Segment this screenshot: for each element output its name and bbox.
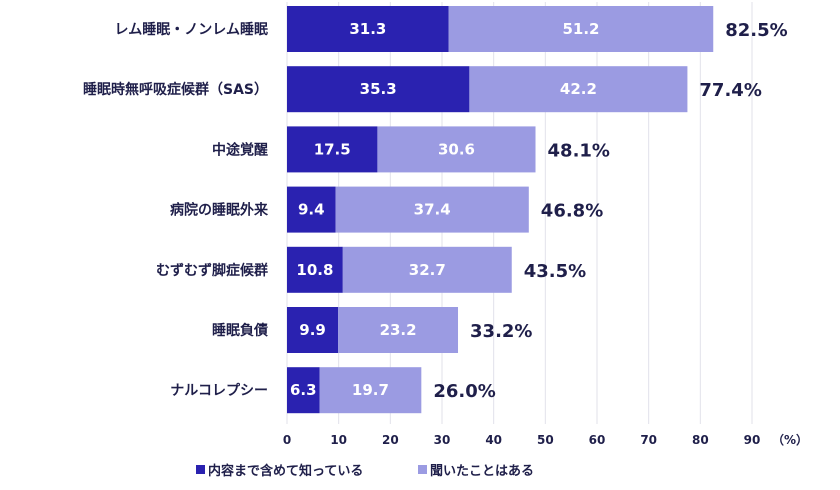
total-label: 77.4% xyxy=(699,80,761,101)
data-label: 42.2 xyxy=(560,80,597,98)
x-tick-label: 60 xyxy=(589,433,606,447)
total-label: 33.2% xyxy=(470,321,532,342)
total-label: 43.5% xyxy=(524,261,586,282)
bar-segment-series-1 xyxy=(287,186,336,233)
category-label: 病院の睡眠外来 xyxy=(170,202,269,219)
data-label: 19.7 xyxy=(352,381,389,399)
x-tick-label: 80 xyxy=(692,433,709,447)
category-label: レム睡眠・ノンレム睡眠 xyxy=(115,22,268,38)
x-axis-unit: （%） xyxy=(772,432,808,447)
bar-segment-series-1 xyxy=(287,307,339,353)
x-axis: 0 10 20 30 40 50 60 70 80 90 xyxy=(283,433,761,447)
bar-segment-series-2 xyxy=(469,66,688,113)
bar-segment-series-1 xyxy=(287,6,449,52)
category-label: 睡眠負債 xyxy=(212,322,268,339)
x-tick-label: 70 xyxy=(640,433,657,447)
bars: レム睡眠・ノンレム睡眠 31.3 51.2 82.5% 睡眠時無呼吸症候群（SAS） 35… xyxy=(83,6,788,414)
bar-segment-series-2 xyxy=(377,126,536,173)
data-label: 9.4 xyxy=(298,201,325,219)
category-label: 中途覚醒 xyxy=(212,141,268,158)
x-tick-label: 90 xyxy=(744,433,761,447)
legend-label-series-2: 聞いたことはある xyxy=(430,464,534,479)
total-label: 82.5% xyxy=(725,20,787,41)
x-tick-label: 0 xyxy=(283,433,291,447)
total-label: 26.0% xyxy=(433,381,495,402)
data-label: 6.3 xyxy=(290,381,317,399)
data-label: 10.8 xyxy=(296,261,333,279)
legend-swatch-series-1 xyxy=(196,465,205,474)
x-tick-label: 20 xyxy=(382,433,399,447)
data-label: 37.4 xyxy=(414,201,451,219)
bar-segment-series-1 xyxy=(287,126,378,173)
category-label: 睡眠時無呼吸症候群（SAS） xyxy=(83,81,268,98)
data-label: 51.2 xyxy=(562,20,599,38)
bar-segment-series-2 xyxy=(342,246,512,293)
data-label: 35.3 xyxy=(360,80,397,98)
data-label: 17.5 xyxy=(314,140,351,158)
x-tick-label: 50 xyxy=(537,433,554,447)
bar-segment-series-1 xyxy=(287,246,343,293)
legend-label-series-1: 内容まで含めて知っている xyxy=(208,463,363,479)
bar-segment-series-2 xyxy=(335,186,529,233)
x-tick-label: 40 xyxy=(485,433,502,447)
data-label: 30.6 xyxy=(438,140,475,158)
category-label: ナルコレプシー xyxy=(170,383,268,399)
x-tick-label: 30 xyxy=(434,433,451,447)
bar-segment-series-2 xyxy=(448,6,714,52)
legend-swatch-series-2 xyxy=(418,465,427,474)
data-label: 23.2 xyxy=(380,321,417,339)
x-tick-label: 10 xyxy=(330,433,347,447)
data-label: 31.3 xyxy=(349,20,386,38)
data-label: 32.7 xyxy=(409,261,446,279)
category-label: むずむず脚症候群 xyxy=(156,262,268,279)
legend: 内容まで含めて知っている 聞いたことはある xyxy=(196,463,534,479)
bar-segment-series-1 xyxy=(287,66,470,113)
data-label: 9.9 xyxy=(299,321,326,339)
bar-segment-series-2 xyxy=(338,307,459,353)
total-label: 46.8% xyxy=(541,201,603,222)
total-label: 48.1% xyxy=(548,140,610,161)
bar-segment-series-1 xyxy=(287,367,320,414)
bar-segment-series-2 xyxy=(319,367,422,414)
